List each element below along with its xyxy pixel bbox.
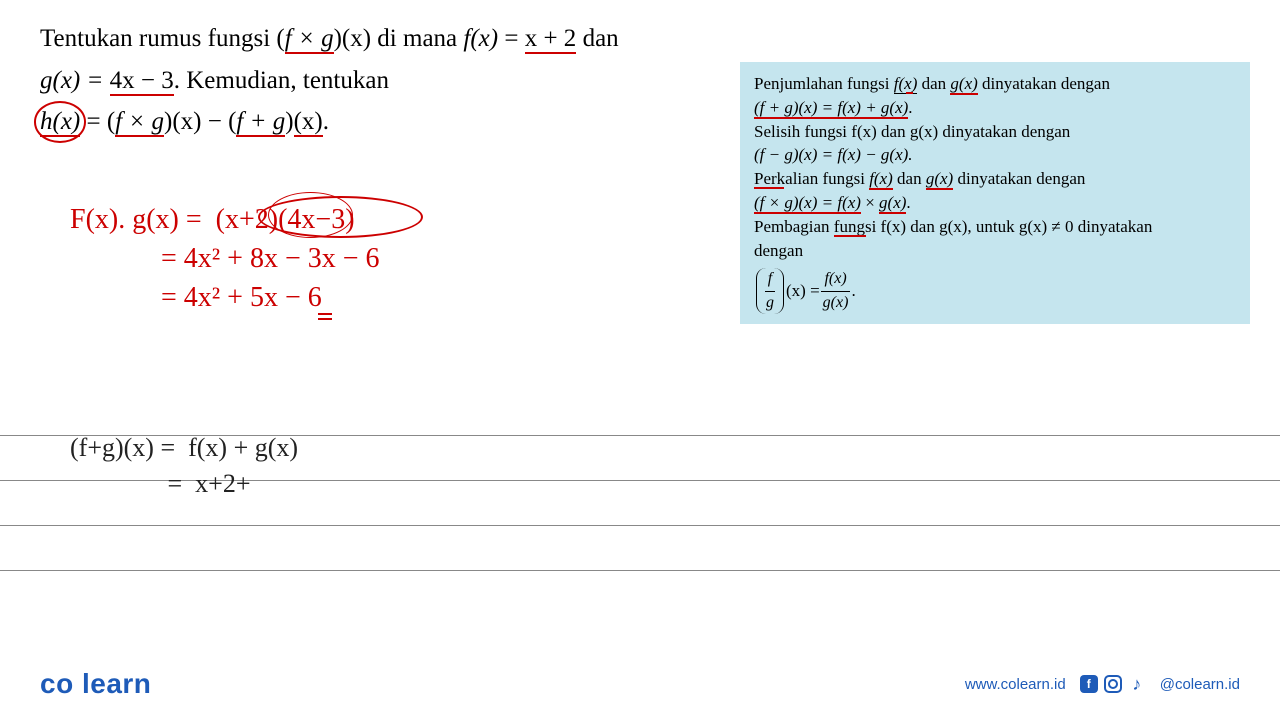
text: = <box>498 25 525 52</box>
period: . <box>851 279 855 303</box>
info-line-2: (f + g)(x) = f(x) + g(x). <box>754 96 1236 120</box>
num: f <box>768 270 772 287</box>
text: Tentukan rumus fungsi ( <box>40 25 285 52</box>
hw-red-line-3: = 4x² + 5x − 6 <box>70 278 322 317</box>
info-line-7: Pembagian fungsi f(x) dan g(x), untuk g(… <box>754 215 1236 239</box>
social-icons: f ♪ <box>1080 675 1146 693</box>
fx: f(x) <box>869 169 893 190</box>
prod-formula-a: (f × g)(x) = f(x) <box>754 193 861 214</box>
info-line-5: Perkalian fungsi f(x) dan g(x) dinyataka… <box>754 167 1236 191</box>
problem-line-1: Tentukan rumus fungsi (f × g)(x) di mana… <box>40 20 700 58</box>
x-underlined: (x) <box>294 108 323 137</box>
text: )(x) − ( <box>164 108 236 135</box>
x-equals: (x) = <box>786 279 820 303</box>
info-fraction-line: f g (x) = f(x) g(x) . <box>754 268 856 314</box>
info-line-3: Selisih fungsi f(x) dan g(x) dinyatakan … <box>754 120 1236 144</box>
text: Perkalian fungsi <box>754 169 869 188</box>
text: Pembagian fungsi f(x) dan g(x), untuk g(… <box>754 217 1152 236</box>
brand-co: co <box>40 668 74 699</box>
4xminus3-underlined: 4x − 3 <box>110 67 174 96</box>
text: × <box>861 193 879 212</box>
text: dan <box>576 25 618 52</box>
f-over-g-paren: f g <box>756 268 784 314</box>
fxg2-underlined: f × g <box>115 108 164 137</box>
hw-red-line-2: = 4x² + 8x − 3x − 6 <box>70 239 380 278</box>
gx: g(x) <box>926 169 953 190</box>
text: dinyatakan dengan <box>978 74 1110 93</box>
footer: co learn www.colearn.id f ♪ @colearn.id <box>0 666 1280 702</box>
info-line-6: (f × g)(x) = f(x) × g(x). <box>754 191 1236 215</box>
text: ) <box>285 108 293 135</box>
info-line-4: (f − g)(x) = f(x) − g(x). <box>754 143 1236 167</box>
info-line-8: dengan <box>754 239 1236 263</box>
num: f(x) <box>824 270 846 287</box>
gx: g(x) = <box>40 67 110 94</box>
footer-url: www.colearn.id <box>965 676 1066 693</box>
fplusg-underlined: f + g <box>236 108 285 137</box>
brand-logo: co learn <box>40 668 151 700</box>
hw-red-line-1: F(x). g(x) = (x+2)(4x−3) <box>70 200 380 239</box>
text: Penjumlahan fungsi <box>754 74 894 93</box>
text: )(x) di mana <box>334 25 464 52</box>
handwriting-black-block: (f+g)(x) = f(x) + g(x) = x+2+ <box>70 430 298 503</box>
den: g(x) <box>823 294 849 311</box>
gx: g(x) <box>950 74 977 95</box>
diff-formula: (f − g)(x) = f(x) − g(x). <box>754 145 913 164</box>
handwriting-red-block: F(x). g(x) = (x+2)(4x−3) = 4x² + 8x − 3x… <box>70 200 380 318</box>
text: . <box>906 193 910 212</box>
problem-text: Tentukan rumus fungsi (f × g)(x) di mana… <box>40 20 700 145</box>
text: . <box>908 98 912 117</box>
hx-text: h(x) <box>40 108 80 137</box>
info-line-1: Penjumlahan fungsi f(x) dan g(x) dinyata… <box>754 72 1236 96</box>
text: dan <box>917 74 950 93</box>
hw-black-line-2: = x+2+ <box>70 466 298 502</box>
text: . Kemudian, tentukan <box>174 67 389 94</box>
text: . <box>323 108 329 135</box>
sum-formula: (f + g)(x) = f(x) + g(x) <box>754 98 908 119</box>
footer-handle: @colearn.id <box>1160 676 1240 693</box>
hw-black-line-1: (f+g)(x) = f(x) + g(x) <box>70 430 298 466</box>
fx: f(x) <box>894 74 918 93</box>
den: g <box>766 294 774 311</box>
brand-learn: learn <box>82 668 151 699</box>
fxg-underlined: f × g <box>285 25 334 54</box>
problem-line-3: h(x) = (f × g)(x) − (f + g)(x). <box>40 103 700 141</box>
facebook-icon: f <box>1080 675 1098 693</box>
hx-circled: h(x) <box>40 103 80 141</box>
fx: f(x) <box>463 25 498 52</box>
instagram-icon <box>1104 675 1122 693</box>
info-box: Penjumlahan fungsi f(x) dan g(x) dinyata… <box>740 62 1250 324</box>
xplus2-underlined: x + 2 <box>525 25 577 54</box>
footer-right: www.colearn.id f ♪ @colearn.id <box>965 675 1240 693</box>
tiktok-icon: ♪ <box>1128 675 1146 693</box>
problem-line-2: g(x) = 4x − 3. Kemudian, tentukan <box>40 62 700 100</box>
fx-over-gx: f(x) g(x) <box>820 268 852 314</box>
text: dinyatakan dengan <box>953 169 1085 188</box>
text: dan <box>893 169 926 188</box>
prod-formula-c: g(x) <box>879 193 906 214</box>
